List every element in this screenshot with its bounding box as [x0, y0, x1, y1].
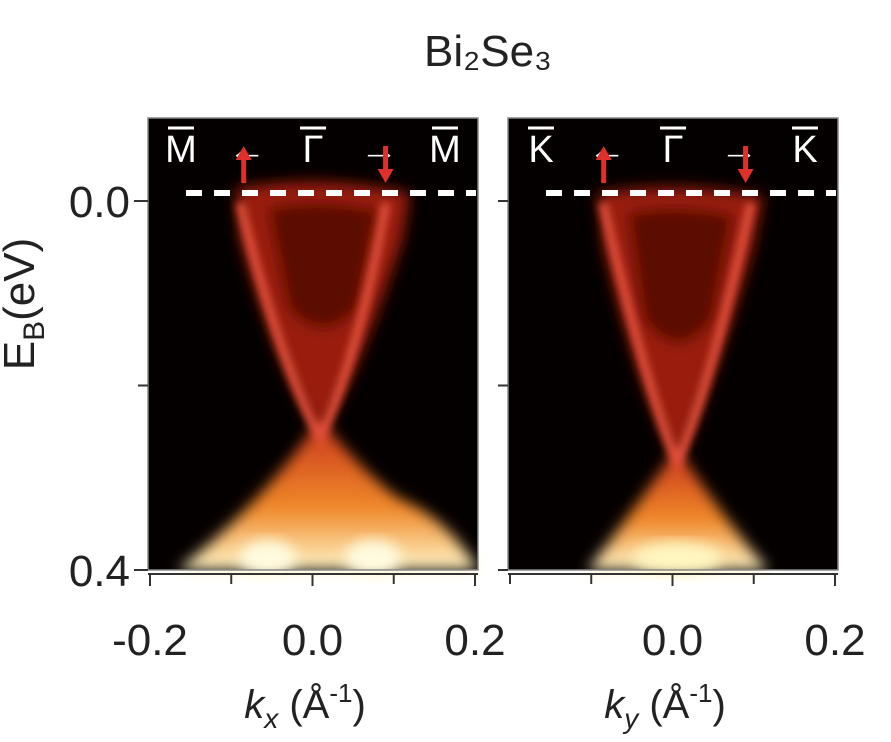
x-axis-label: kx (Å-1)	[244, 678, 366, 734]
axes: -0.20.00.20.00.4M←Γ→Mkx (Å-1)EB(eV)0.00.…	[0, 117, 866, 734]
x-axis-label-part: y	[622, 703, 640, 734]
intensity-map	[148, 118, 478, 576]
x-axis-label-part: k	[244, 683, 266, 727]
y-axis-label-part: (eV)	[0, 238, 44, 321]
plot-frame	[507, 117, 839, 571]
intensity-map	[508, 118, 838, 574]
x-axis-label-part: k	[604, 683, 626, 727]
x-axis-label-part: x	[262, 703, 279, 734]
arrow-head	[235, 146, 252, 160]
y-tick-label: 0.4	[69, 547, 130, 596]
symmetry-label: Γ	[663, 129, 684, 171]
symmetry-label: →	[720, 129, 758, 171]
symmetry-label: ←	[588, 129, 626, 171]
arrow-head	[377, 169, 394, 183]
x-tick-label: 0.0	[642, 616, 703, 665]
x-axis-label-part: )	[712, 683, 725, 727]
x-tick-label: 0.0	[282, 616, 343, 665]
plot-frame	[147, 117, 479, 571]
x-tick-label: 0.2	[444, 616, 505, 665]
symmetry-label: M	[429, 129, 461, 171]
x-axis-label-part: (Å	[638, 682, 689, 727]
symmetry-label: ←	[228, 129, 266, 171]
x-axis-label-part: )	[352, 683, 365, 727]
symmetry-label: →	[360, 129, 398, 171]
y-tick-label: 0.0	[69, 178, 130, 227]
arrow-head	[595, 146, 612, 160]
y-axis-label-part: E	[0, 341, 44, 370]
arrow-head	[737, 169, 754, 183]
symmetry-label: M	[165, 129, 197, 171]
symmetry-label: Γ	[303, 129, 324, 171]
symmetry-label: K	[792, 129, 817, 171]
y-axis-label-part: B	[18, 321, 51, 341]
x-axis-label: ky (Å-1)	[604, 678, 726, 734]
x-axis-label-part: -1	[689, 678, 712, 708]
x-axis-label-part: -1	[329, 678, 352, 708]
symmetry-label: K	[528, 129, 553, 171]
x-tick-label: 0.2	[804, 616, 865, 665]
x-tick-label: -0.2	[112, 616, 188, 665]
x-axis-label-part: (Å	[278, 682, 329, 727]
y-axis-label: EB(eV)	[0, 238, 51, 371]
chart-title: Bi₂Se₃	[424, 27, 552, 76]
